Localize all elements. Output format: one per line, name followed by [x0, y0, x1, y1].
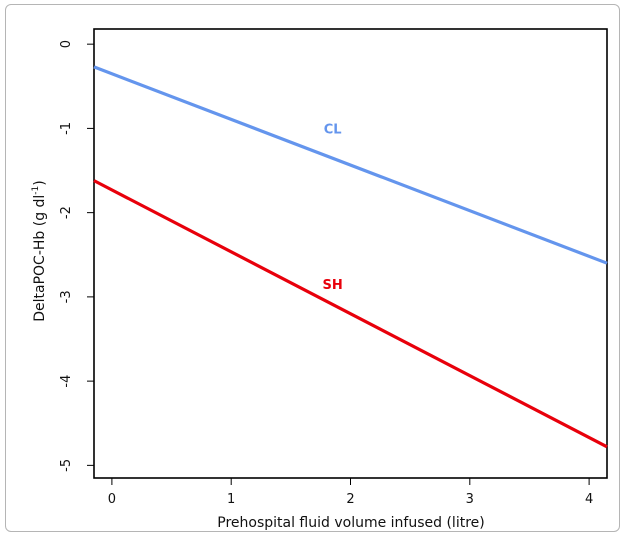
series-label-sh: SH — [322, 278, 342, 293]
series-line-sh — [93, 179, 608, 449]
x-axis-title: Prehospital fluid volume infused (litre) — [217, 515, 484, 531]
y-tick-label: -2 — [59, 206, 74, 219]
y-axis-title-base: DeltaPOC-Hb (g dl — [32, 195, 48, 322]
x-tick-label: 3 — [466, 492, 474, 507]
series-group: CL SH — [93, 65, 608, 449]
y-axis-title-superscript: -1 — [31, 186, 41, 195]
y-tick-label: -1 — [59, 122, 74, 135]
y-axis-title-end: ) — [32, 180, 48, 185]
y-tick-label: -4 — [59, 375, 74, 388]
series-line-cl — [93, 65, 608, 265]
x-tick-label: 4 — [585, 492, 593, 507]
y-axis-ticks: 0 -1 -2 -3 -4 -5 — [59, 40, 94, 472]
y-tick-label: -5 — [59, 459, 74, 472]
x-tick-label: 1 — [227, 492, 235, 507]
y-tick-label: -3 — [59, 290, 74, 303]
series-label-cl: CL — [324, 122, 342, 137]
y-tick-label: 0 — [59, 40, 74, 48]
y-axis-title: DeltaPOC-Hb (g dl-1) — [31, 180, 48, 322]
figure-frame — [5, 4, 620, 532]
x-axis-ticks: 0 1 2 3 4 — [108, 478, 593, 507]
x-tick-label: 0 — [108, 492, 116, 507]
x-tick-label: 2 — [346, 492, 354, 507]
